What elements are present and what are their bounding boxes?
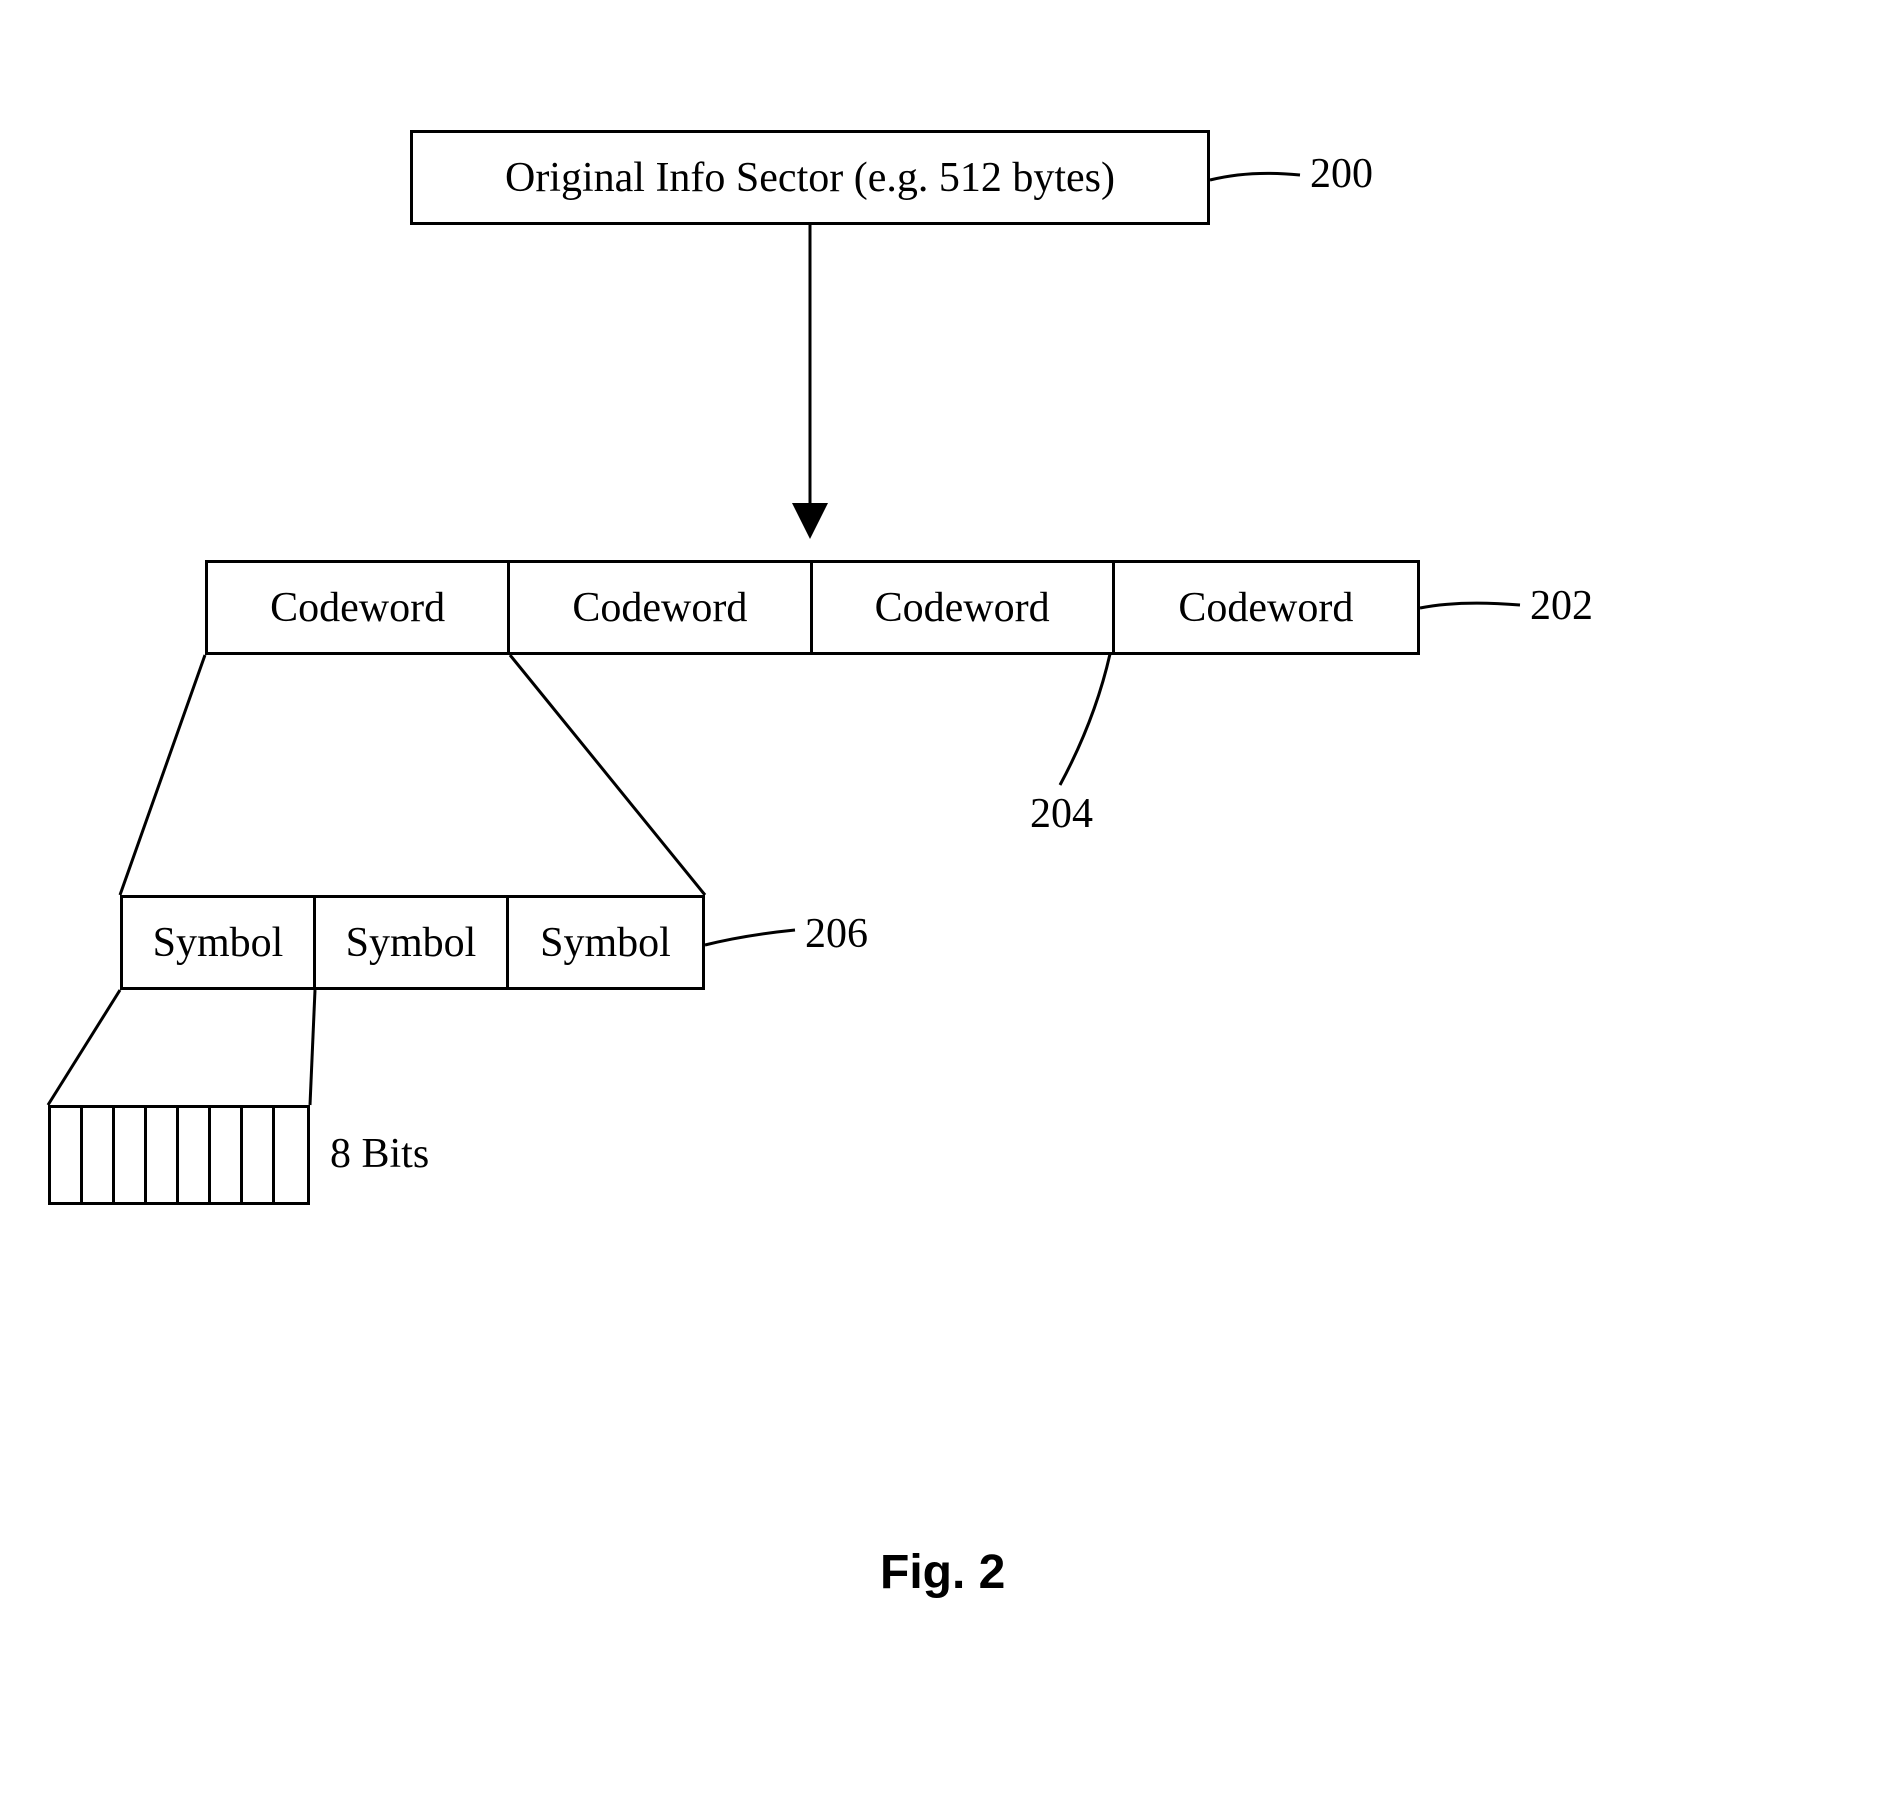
codeword-row: Codeword Codeword Codeword Codeword [205, 560, 1420, 655]
bit-cell-1 [83, 1108, 115, 1202]
ref-202: 202 [1530, 582, 1593, 630]
leader-202 [1420, 603, 1520, 608]
codeword-cell-0: Codeword [208, 563, 510, 652]
bit-cell-2 [115, 1108, 147, 1202]
ref-204: 204 [1030, 790, 1093, 838]
leader-206 [705, 930, 795, 945]
codeword-cell-2: Codeword [813, 563, 1115, 652]
ref-206: 206 [805, 910, 868, 958]
bit-cell-0 [51, 1108, 83, 1202]
symbol-cell-0: Symbol [123, 898, 316, 987]
symbol-row: Symbol Symbol Symbol [120, 895, 705, 990]
figure-caption: Fig. 2 [880, 1545, 1005, 1600]
leader-200 [1210, 173, 1300, 180]
bit-cell-3 [147, 1108, 179, 1202]
ref-200: 200 [1310, 150, 1373, 198]
symbol-cell-2: Symbol [509, 898, 702, 987]
bits-row [48, 1105, 310, 1205]
expand-cw-right [510, 655, 705, 895]
sector-box: Original Info Sector (e.g. 512 bytes) [410, 130, 1210, 225]
bits-label: 8 Bits [330, 1130, 429, 1178]
codeword-cell-3: Codeword [1115, 563, 1417, 652]
expand-sym-left [48, 990, 120, 1105]
bit-cell-7 [275, 1108, 307, 1202]
codeword-cell-1: Codeword [510, 563, 812, 652]
bit-cell-5 [211, 1108, 243, 1202]
bit-cell-4 [179, 1108, 211, 1202]
expand-cw-left [120, 655, 205, 895]
bit-cell-6 [243, 1108, 275, 1202]
sector-box-text: Original Info Sector (e.g. 512 bytes) [505, 154, 1115, 202]
leader-204 [1060, 654, 1110, 785]
symbol-cell-1: Symbol [316, 898, 509, 987]
expand-sym-right [310, 990, 315, 1105]
